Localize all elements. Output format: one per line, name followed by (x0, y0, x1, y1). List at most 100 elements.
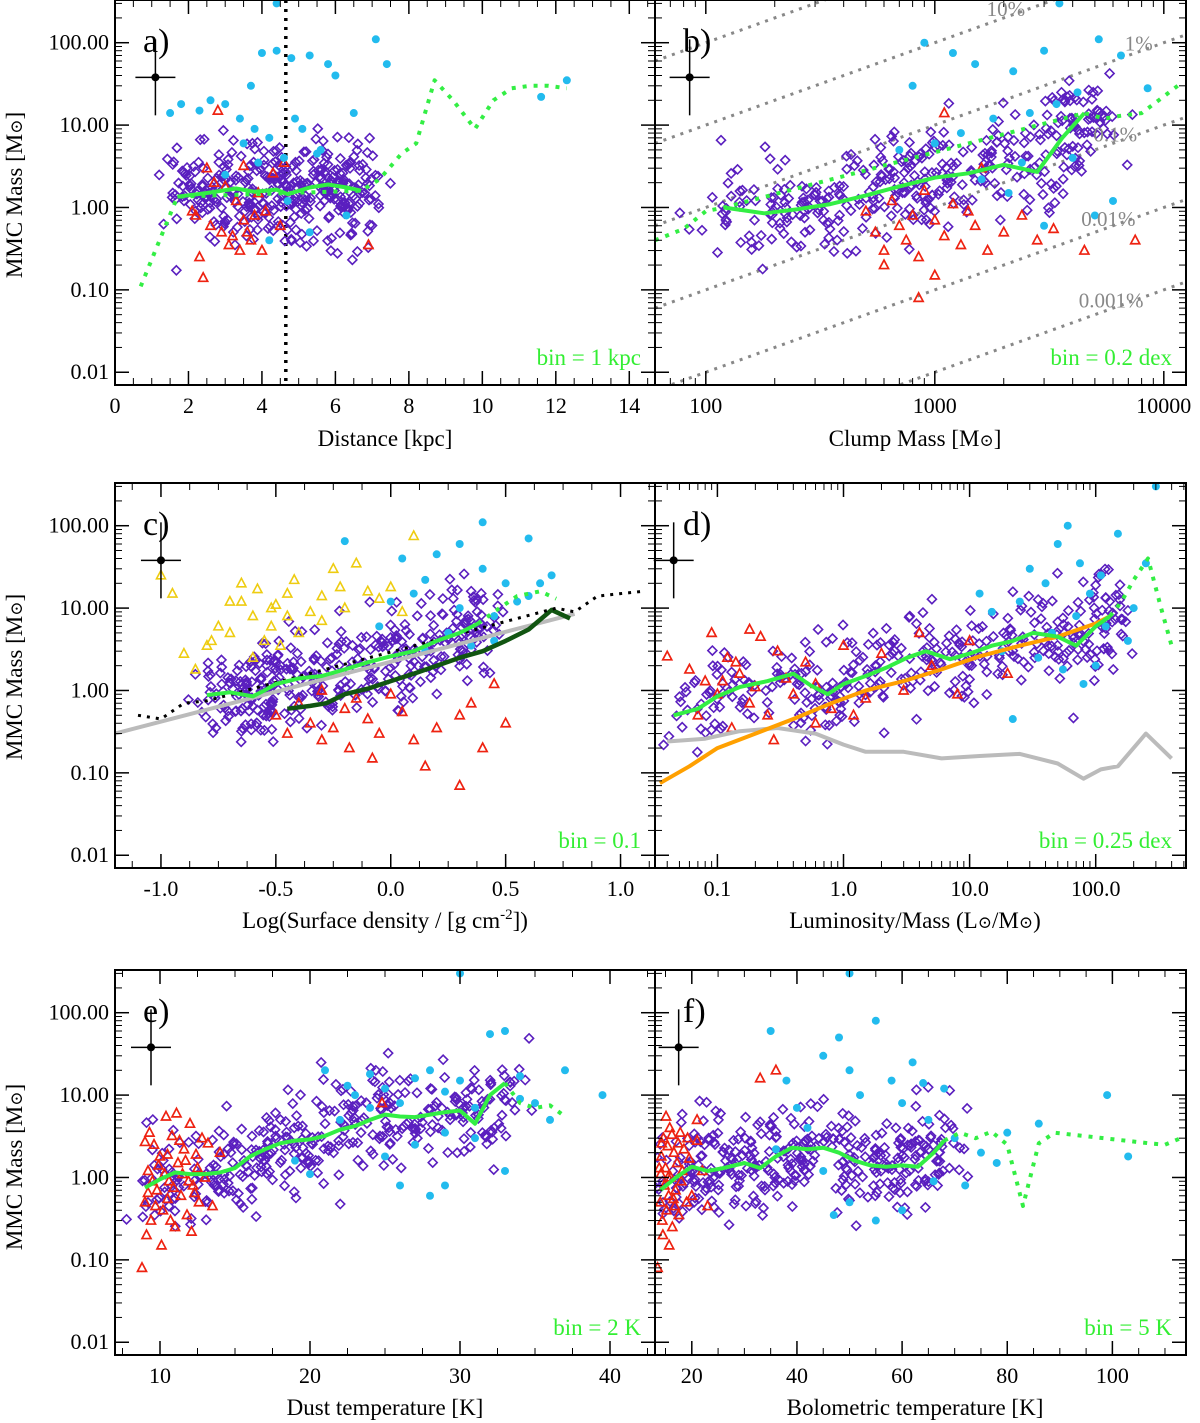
red-triangle-point (214, 1145, 226, 1158)
cyan-dot-point (971, 60, 980, 69)
red-triangle-point (226, 229, 239, 241)
diamond-point (764, 1118, 776, 1131)
red-triangle-point (164, 1213, 177, 1225)
diamond-point (196, 178, 208, 191)
red-triangle-point (343, 741, 356, 753)
red-triangle-point (1031, 233, 1044, 245)
diamond-point (284, 716, 296, 728)
diamond-point (266, 200, 278, 212)
diamond-point (933, 185, 946, 197)
diamond-point (795, 1154, 807, 1167)
red-triangle-point (678, 1142, 690, 1154)
red-triangle-point (668, 1145, 680, 1158)
diamond-point (171, 142, 183, 154)
diamond-point (871, 639, 883, 651)
diamond-point (492, 588, 504, 601)
diamond-point (901, 1186, 914, 1198)
diamond-point (762, 1164, 774, 1177)
diamond-point (869, 133, 881, 145)
diamond-point (351, 702, 363, 714)
diamond-point (387, 1153, 399, 1166)
red-triangle-point (327, 721, 340, 733)
diamond-point (258, 724, 270, 736)
diamond-point (295, 1162, 307, 1174)
diamond-point (206, 1134, 219, 1146)
diamond-point (941, 182, 953, 194)
cyan-dot-point (856, 1091, 865, 1100)
cyan-dot-point (1091, 661, 1100, 670)
diamond-point (1102, 563, 1115, 576)
diamond-point (223, 1185, 235, 1197)
diamond-point (770, 1125, 782, 1138)
red-triangle-point (809, 716, 822, 728)
diamond-point (240, 174, 253, 186)
diamond-point (1098, 627, 1110, 640)
diamond-point (147, 1113, 159, 1126)
diamond-point (400, 624, 412, 637)
red-triangle-point (179, 1153, 192, 1166)
diamond-point (139, 1174, 151, 1187)
red-triangle-point (663, 1121, 676, 1133)
diamond-point (804, 659, 816, 671)
diamond-point (767, 1111, 780, 1124)
diamond-point (919, 1173, 932, 1185)
diamond-point (1092, 85, 1104, 97)
diamond-point (312, 1155, 325, 1167)
diamond-point (282, 1084, 294, 1096)
x-tick-label: 2 (183, 393, 194, 418)
red-triangle-point (184, 1116, 196, 1129)
diamond-point (1015, 674, 1027, 686)
diamond-point (875, 151, 887, 163)
diamond-point (1037, 188, 1049, 201)
cyan-dot-point (221, 170, 230, 179)
diamond-point (741, 708, 754, 720)
diamond-point (275, 1154, 288, 1166)
diamond-point (246, 1182, 258, 1194)
red-triangle-point (190, 1147, 202, 1159)
diamond-point (172, 177, 185, 189)
cyan-dot-point (977, 175, 986, 184)
diamond-point (308, 652, 320, 664)
red-triangle-point (199, 1170, 211, 1182)
diamond-point (232, 171, 244, 183)
diamond-point (713, 1179, 725, 1191)
diamond-point (237, 722, 249, 734)
yellow-triangle-point (235, 594, 248, 606)
diamond-point (317, 184, 329, 196)
cyan-dot-point (536, 579, 545, 588)
diamond-point (757, 1202, 770, 1214)
diamond-point (200, 1194, 213, 1207)
diamond-point (451, 608, 463, 620)
diamond-point (771, 1190, 784, 1202)
cyan-dot-point (381, 1084, 389, 1093)
error-bar-center (669, 556, 678, 565)
diamond-point (306, 1131, 319, 1144)
diamond-point (978, 658, 990, 670)
diamond-point (276, 168, 288, 180)
diamond-point (263, 1165, 276, 1178)
diamond-point (820, 1131, 833, 1144)
panel-label-d: d) (683, 506, 711, 543)
diamond-point (407, 1123, 419, 1135)
red-triangle-point (256, 243, 268, 255)
diamond-point (869, 1144, 882, 1156)
diamond-point (230, 1138, 243, 1150)
cyan-dot-point (1041, 579, 1050, 588)
diamond-point (840, 1179, 852, 1191)
cyan-dot-point (321, 1066, 329, 1075)
diamond-point (690, 1180, 702, 1193)
diamond-point (726, 1168, 738, 1181)
cyan-dot-point (819, 1166, 828, 1175)
diamond-point (447, 622, 459, 635)
x-tick-label: 14 (618, 393, 640, 418)
red-triangle-point (193, 1195, 205, 1207)
diamond-point (1075, 165, 1088, 177)
diamond-point (735, 1169, 748, 1182)
diamond-point (982, 149, 994, 161)
diamond-point (991, 136, 1003, 148)
diamond-point (369, 189, 381, 202)
diamond-point (766, 233, 778, 245)
diamond-point (280, 1115, 292, 1128)
diamond-point (176, 165, 188, 177)
diamond-point (230, 174, 242, 186)
